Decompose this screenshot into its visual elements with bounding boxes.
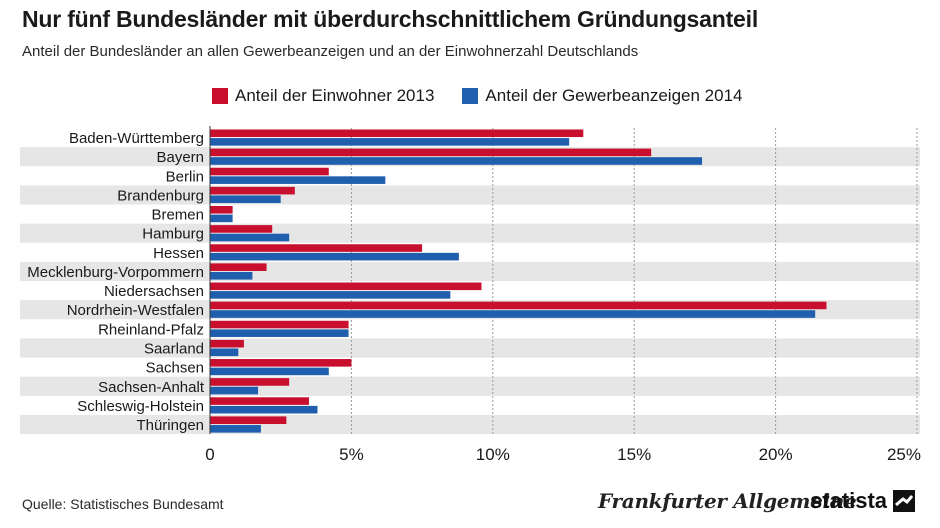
legend-swatch-einwohner	[212, 88, 228, 104]
bar-gewerbe	[210, 405, 318, 414]
bar-einwohner	[210, 339, 244, 348]
x-tick-label: 25%	[887, 445, 921, 464]
bar-gewerbe	[210, 157, 703, 165]
category-label: Bremen	[151, 207, 204, 224]
bar-gewerbe	[210, 233, 290, 242]
bar-einwohner	[210, 244, 423, 252]
category-label: Niedersachsen	[104, 283, 204, 300]
statista-mark-icon	[893, 490, 916, 512]
legend-label-gewerbe: Anteil der Gewerbeanzeigen 2014	[485, 86, 743, 105]
row-band	[20, 338, 920, 358]
bar-einwohner	[210, 301, 827, 310]
category-label: Rheinland-Pfalz	[98, 321, 204, 338]
bar-einwohner	[210, 359, 352, 367]
bar-gewerbe	[210, 176, 386, 184]
category-label: Baden-Württemberg	[69, 130, 204, 147]
category-label: Sachsen-Anhalt	[98, 379, 205, 396]
bar-einwohner	[210, 186, 295, 195]
x-tick-label: 5%	[339, 445, 364, 464]
x-tick-label: 15%	[617, 445, 651, 464]
bar-gewerbe	[210, 310, 816, 318]
bar-gewerbe	[210, 386, 259, 395]
bar-einwohner	[210, 225, 273, 233]
x-tick-label: 10%	[476, 445, 510, 464]
category-label: Brandenburg	[117, 187, 204, 204]
bar-einwohner	[210, 129, 584, 138]
category-label: Hamburg	[142, 226, 204, 243]
bar-einwohner	[210, 263, 267, 271]
bar-gewerbe	[210, 291, 451, 299]
bar-gewerbe	[210, 195, 281, 204]
category-label: Nordrhein-Westfalen	[67, 302, 204, 319]
statista-logo-text: statista	[810, 488, 888, 513]
x-tick-label: 0	[205, 445, 214, 464]
bar-gewerbe	[210, 348, 239, 357]
bar-einwohner	[210, 205, 233, 214]
x-tick-label: 20%	[759, 445, 793, 464]
legend-item-einwohner: Anteil der Einwohner 2013	[212, 86, 434, 106]
bar-gewerbe	[210, 252, 459, 261]
legend-item-gewerbe: Anteil der Gewerbeanzeigen 2014	[462, 86, 743, 106]
category-label: Mecklenburg-Vorpommern	[27, 264, 204, 281]
bar-gewerbe	[210, 425, 261, 433]
bar-einwohner	[210, 167, 329, 176]
category-label: Hessen	[153, 245, 204, 262]
bar-einwohner	[210, 320, 349, 329]
legend-label-einwohner: Anteil der Einwohner 2013	[235, 86, 435, 105]
bar-gewerbe	[210, 214, 233, 223]
bar-einwohner	[210, 148, 652, 157]
statista-logo: statista	[810, 488, 916, 514]
faz-logo: Frankfurter Allgemeine	[598, 489, 857, 513]
bar-einwohner	[210, 397, 309, 405]
bar-einwohner	[210, 282, 482, 291]
legend-swatch-gewerbe	[462, 88, 479, 104]
category-label: Sachsen	[146, 360, 204, 377]
category-label: Berlin	[166, 168, 204, 185]
category-label: Schleswig-Holstein	[77, 398, 204, 415]
chart-legend: Anteil der Einwohner 2013 Anteil der Gew…	[212, 86, 771, 106]
bar-gewerbe	[210, 138, 570, 146]
bar-einwohner	[210, 378, 290, 386]
bar-gewerbe	[210, 271, 253, 280]
chart-title: Nur fünf Bundesländer mit überdurchschni…	[22, 6, 759, 32]
bar-gewerbe	[210, 367, 329, 376]
source-note: Quelle: Statistisches Bundesamt	[22, 496, 224, 512]
bar-gewerbe	[210, 329, 349, 337]
category-label: Thüringen	[136, 417, 204, 434]
category-label: Saarland	[144, 340, 204, 357]
bar-einwohner	[210, 416, 287, 425]
chart-subtitle: Anteil der Bundesländer an allen Gewerbe…	[22, 43, 639, 60]
category-label: Bayern	[156, 149, 204, 166]
